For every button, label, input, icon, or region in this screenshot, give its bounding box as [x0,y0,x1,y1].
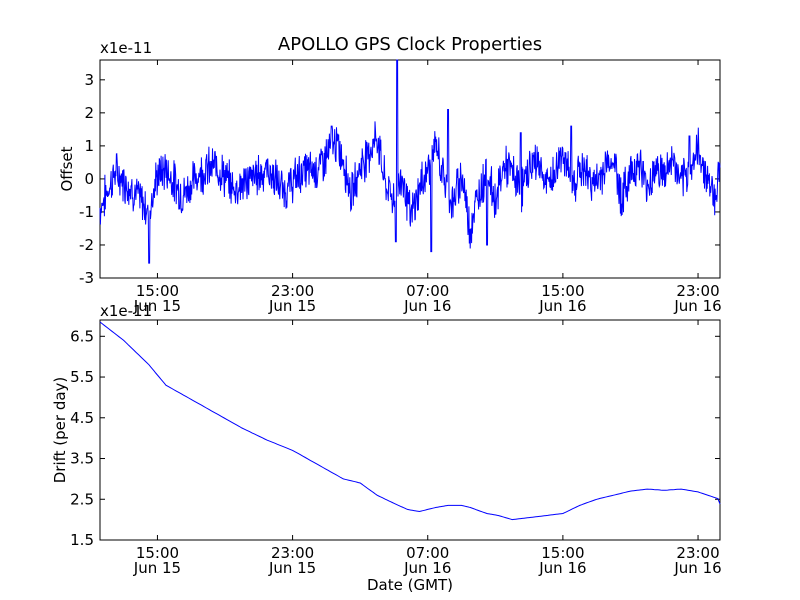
drift-x-tick-label-date: Jun 15 [133,559,181,577]
drift-panel: x1e-11 Drift (per day) Date (GMT) 1.5 2.5… [51,302,722,594]
offset-y-tick-label: 0 [84,170,94,188]
offset-y-tick-label: 1 [84,137,94,155]
drift-y-ticks: 1.5 2.5 3.5 4.5 5.5 6.5 [70,327,720,549]
drift-x-tick-label-time: 15:00 [136,544,179,562]
offset-x-tick-label-date: Jun 15 [268,297,316,315]
drift-y-tick-label: 6.5 [70,327,94,345]
offset-x-tick-label-time: 07:00 [406,282,449,300]
drift-y-tick-label: 2.5 [70,490,94,508]
drift-x-tick-label-time: 07:00 [406,544,449,562]
drift-x-tick-label-date: Jun 16 [538,559,586,577]
drift-x-tick-label-date: Jun 16 [673,559,721,577]
drift-y-tick-label: 5.5 [70,368,94,386]
offset-y-tick-label: 3 [84,71,94,89]
offset-y-tick-label: -3 [79,269,94,287]
drift-x-tick-label-time: 15:00 [541,544,584,562]
offset-x-tick-label-time: 23:00 [271,282,314,300]
offset-x-tick-label-time: 15:00 [136,282,179,300]
offset-x-tick-label-time: 23:00 [676,282,719,300]
offset-x-tick-label-date: Jun 16 [673,297,721,315]
drift-x-tick-label-date: Jun 16 [403,559,451,577]
drift-y-tick-label: 4.5 [70,409,94,427]
drift-y-tick-label: 1.5 [70,531,94,549]
drift-y-tick-label: 3.5 [70,450,94,468]
drift-x-axis-label: Date (GMT) [367,576,453,594]
offset-y-tick-label: -1 [79,203,94,221]
offset-x-tick-label-time: 15:00 [541,282,584,300]
drift-series-line [99,321,721,521]
offset-y-tick-label: 2 [84,104,94,122]
offset-y-tick-label: -2 [79,236,94,254]
chart-title: APOLLO GPS Clock Properties [278,34,542,55]
offset-x-tick-label-date: Jun 16 [403,297,451,315]
offset-x-tick-label-date: Jun 15 [133,297,181,315]
offset-y-axis-label: Offset [58,146,76,191]
drift-plot-area [99,319,721,541]
drift-exponent-label: x1e-11 [100,302,152,320]
drift-x-tick-label-time: 23:00 [271,544,314,562]
offset-exponent-label: x1e-11 [100,39,152,57]
drift-y-axis-label: Drift (per day) [51,377,69,484]
offset-series-line [99,59,721,264]
drift-x-tick-label-date: Jun 15 [268,559,316,577]
drift-x-tick-label-time: 23:00 [676,544,719,562]
offset-x-tick-label-date: Jun 16 [538,297,586,315]
